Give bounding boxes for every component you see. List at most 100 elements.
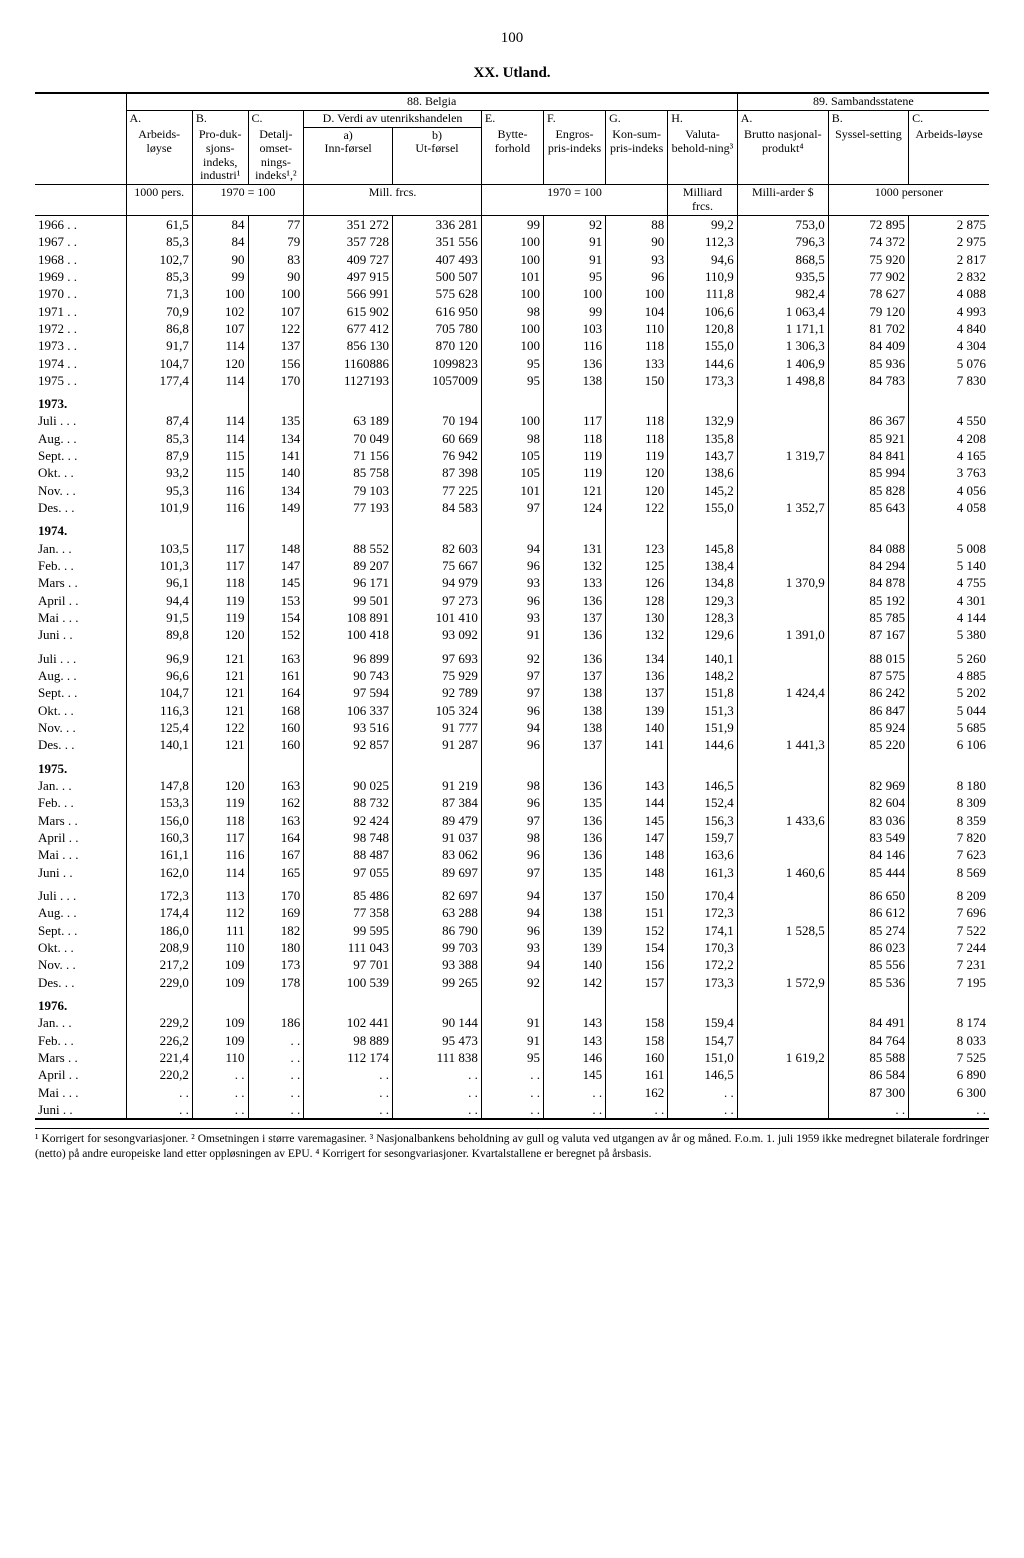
cell: 156,3 <box>668 812 738 829</box>
table-row: Nov. . .125,412216093 51691 777941381401… <box>35 719 989 736</box>
row-label: Sept. . . <box>35 447 126 464</box>
cell: 120 <box>192 626 248 643</box>
cell: 112,3 <box>668 233 738 250</box>
cell: 97 <box>481 499 543 516</box>
cell: 91 287 <box>393 736 482 753</box>
cell: 151,3 <box>668 702 738 719</box>
cell <box>737 1101 828 1119</box>
cell: 173,3 <box>668 372 738 389</box>
cell: 407 493 <box>393 251 482 268</box>
cell: 180 <box>248 939 304 956</box>
cell: 101 <box>481 482 543 499</box>
cell: 119 <box>544 447 606 464</box>
cell: 150 <box>606 887 668 904</box>
cell: 168 <box>248 702 304 719</box>
table-row: April . .160,311716498 74891 03798136147… <box>35 829 989 846</box>
row-label: Okt. . . <box>35 702 126 719</box>
cell: 75 920 <box>828 251 908 268</box>
cell: 77 225 <box>393 482 482 499</box>
cell: 177,4 <box>126 372 192 389</box>
cell: 85 828 <box>828 482 908 499</box>
cell: 95 <box>481 1049 543 1066</box>
row-label: Jan. . . <box>35 540 126 557</box>
cell: 84 841 <box>828 447 908 464</box>
cell: . . <box>192 1066 248 1083</box>
table-row: Feb. . .153,311916288 73287 384961351441… <box>35 794 989 811</box>
cell: 105 <box>481 464 543 481</box>
cell: 96,1 <box>126 574 192 591</box>
row-label: Nov. . . <box>35 956 126 973</box>
sub-A: Arbeids-løyse <box>126 127 192 185</box>
row-label: 1971 . . <box>35 303 126 320</box>
year-label: 1973. <box>35 395 126 412</box>
row-label: Jan. . . <box>35 1014 126 1031</box>
cell: 86 367 <box>828 412 908 429</box>
cell: . . <box>192 1101 248 1119</box>
cell: 137 <box>544 887 606 904</box>
page-number: 100 <box>35 30 989 47</box>
cell: 138 <box>544 702 606 719</box>
row-label: Mars . . <box>35 1049 126 1066</box>
cell <box>828 522 908 539</box>
cell: 136 <box>544 626 606 643</box>
table-row: 1968 . .102,79083409 727407 493100919394… <box>35 251 989 268</box>
cell: 136 <box>606 667 668 684</box>
cell: 96 <box>481 702 543 719</box>
table-body: 1966 . .61,58477351 272336 28199928899,2… <box>35 215 989 1119</box>
cell: 104,7 <box>126 684 192 701</box>
cell: 96 <box>481 794 543 811</box>
table-row: 1970 . .71,3100100566 991575 62810010010… <box>35 285 989 302</box>
cell: 125,4 <box>126 719 192 736</box>
cell: 113 <box>192 887 248 904</box>
cell <box>737 430 828 447</box>
cell: 91 777 <box>393 719 482 736</box>
cell: 82 697 <box>393 887 482 904</box>
cell: 110 <box>192 939 248 956</box>
cell: 85 192 <box>828 592 908 609</box>
cell: . . <box>304 1066 393 1083</box>
cell: 95 <box>544 268 606 285</box>
row-label: 1970 . . <box>35 285 126 302</box>
cell: 98 <box>481 829 543 846</box>
cell: 132,9 <box>668 412 738 429</box>
cell: 71 156 <box>304 447 393 464</box>
year-label: 1976. <box>35 997 126 1014</box>
cell: 156 <box>248 355 304 372</box>
cell <box>481 997 543 1014</box>
cell: 3 763 <box>909 464 989 481</box>
cell: . . <box>248 1032 304 1049</box>
row-label: Des. . . <box>35 736 126 753</box>
table-row: 1969 . .85,39990497 915500 5071019596110… <box>35 268 989 285</box>
table-row: 1972 . .86,8107122677 412705 78010010311… <box>35 320 989 337</box>
cell: 2 975 <box>909 233 989 250</box>
cell: 351 556 <box>393 233 482 250</box>
table-row: Sept. . .104,712116497 59492 78997138137… <box>35 684 989 701</box>
cell: 97 701 <box>304 956 393 973</box>
sub-C2: Arbeids-løyse <box>909 127 989 185</box>
cell: 868,5 <box>737 251 828 268</box>
cell <box>668 997 738 1014</box>
cell: 140,1 <box>126 736 192 753</box>
cell <box>909 522 989 539</box>
cell <box>248 522 304 539</box>
col-A: A. <box>126 110 192 127</box>
cell: 132 <box>606 626 668 643</box>
cell: 83 036 <box>828 812 908 829</box>
cell: . . <box>393 1084 482 1101</box>
row-label: Des. . . <box>35 974 126 991</box>
cell: . . <box>544 1084 606 1101</box>
cell: 139 <box>606 702 668 719</box>
cell: 84 491 <box>828 1014 908 1031</box>
cell: 164 <box>248 829 304 846</box>
cell: 155,0 <box>668 337 738 354</box>
cell: 96 <box>481 592 543 609</box>
row-label: Okt. . . <box>35 464 126 481</box>
cell: 96 899 <box>304 650 393 667</box>
cell: . . <box>393 1066 482 1083</box>
cell: . . <box>248 1049 304 1066</box>
cell: 1 406,9 <box>737 355 828 372</box>
table-row: Sept. . .186,011118299 59586 79096139152… <box>35 922 989 939</box>
cell: 137 <box>248 337 304 354</box>
unit-1: 1000 pers. <box>126 185 192 216</box>
cell: 121 <box>192 736 248 753</box>
